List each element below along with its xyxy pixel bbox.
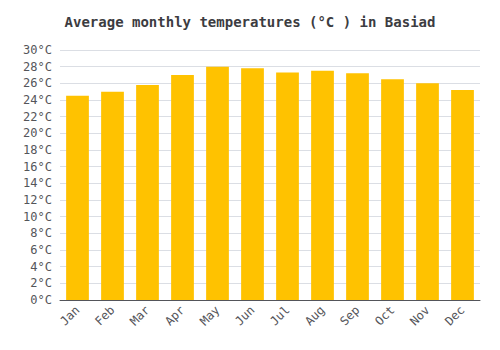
svg-text:Mar: Mar <box>127 303 152 328</box>
svg-text:30°C: 30°C <box>23 43 52 57</box>
svg-text:0°C: 0°C <box>30 293 52 307</box>
svg-text:Average monthly temperatures (: Average monthly temperatures (°C ) in Ba… <box>65 14 436 30</box>
svg-text:Sep: Sep <box>337 303 362 328</box>
svg-text:Dec: Dec <box>442 303 467 328</box>
svg-text:6°C: 6°C <box>30 243 52 257</box>
svg-text:28°C: 28°C <box>23 60 52 74</box>
svg-text:Jul: Jul <box>267 303 292 328</box>
svg-text:Jan: Jan <box>57 303 82 328</box>
svg-text:May: May <box>197 303 222 328</box>
svg-text:10°C: 10°C <box>23 210 52 224</box>
svg-text:26°C: 26°C <box>23 76 52 90</box>
svg-text:Oct: Oct <box>372 303 397 328</box>
svg-text:24°C: 24°C <box>23 93 52 107</box>
svg-text:12°C: 12°C <box>23 193 52 207</box>
svg-text:14°C: 14°C <box>23 176 52 190</box>
svg-text:18°C: 18°C <box>23 143 52 157</box>
svg-text:8°C: 8°C <box>30 226 52 240</box>
svg-text:Aug: Aug <box>302 303 327 328</box>
svg-text:Jun: Jun <box>232 303 257 328</box>
svg-text:22°C: 22°C <box>23 110 52 124</box>
svg-text:2°C: 2°C <box>30 276 52 290</box>
svg-text:4°C: 4°C <box>30 260 52 274</box>
svg-text:Feb: Feb <box>92 303 117 328</box>
svg-text:20°C: 20°C <box>23 126 52 140</box>
svg-text:16°C: 16°C <box>23 160 52 174</box>
svg-text:Nov: Nov <box>407 303 432 328</box>
svg-text:Apr: Apr <box>162 303 187 328</box>
